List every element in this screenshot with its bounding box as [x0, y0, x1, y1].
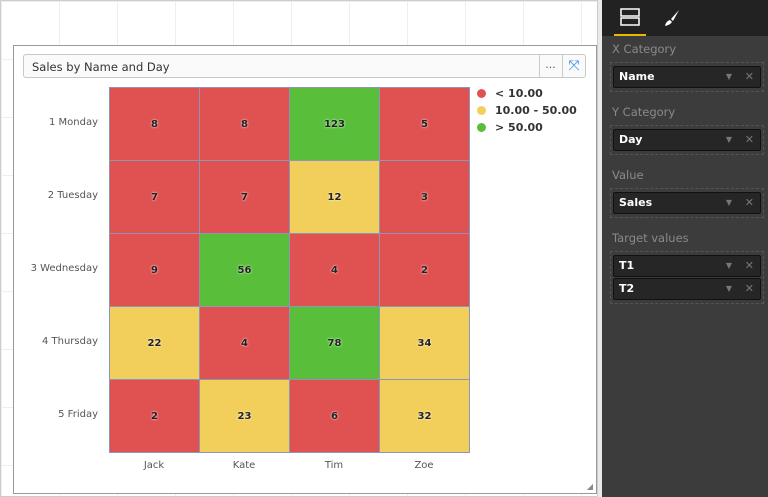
legend-item[interactable]: > 50.00	[477, 121, 543, 134]
field-name: Day	[619, 133, 643, 146]
section-label: Y Category	[612, 105, 676, 119]
section-label: Value	[612, 168, 644, 182]
fields-icon	[620, 8, 640, 26]
chevron-down-icon[interactable]: ▼	[725, 198, 732, 207]
x-axis-label: Kate	[232, 460, 256, 471]
heatmap-cell[interactable]: 8	[199, 87, 290, 161]
legend-dot-icon	[477, 89, 486, 98]
heatmap-cell[interactable]: 7	[199, 160, 290, 234]
drop-zone: Day ▼ ✕	[610, 125, 764, 155]
heatmap-cell[interactable]: 6	[289, 379, 380, 453]
y-axis-label: 5 Friday	[58, 408, 98, 420]
legend-dot-icon	[477, 123, 486, 132]
x-axis-label: Tim	[324, 460, 344, 471]
panel-tabs	[602, 0, 768, 36]
tab-format[interactable]	[656, 0, 688, 36]
close-icon[interactable]: ✕	[744, 196, 754, 209]
field-pill[interactable]: T2 ▼ ✕	[613, 278, 761, 300]
visual-title: Sales by Name and Day	[32, 60, 170, 74]
field-pill[interactable]: T1 ▼ ✕	[613, 255, 761, 277]
properties-panel: X Category Name ▼ ✕ Y Category Day ▼ ✕ Value Sale…	[598, 0, 768, 497]
heatmap-cell[interactable]: 32	[379, 379, 470, 453]
drop-zone: Name ▼ ✕	[610, 62, 764, 92]
x-axis-label: Zoe	[414, 460, 434, 471]
heatmap-cell[interactable]: 34	[379, 306, 470, 380]
field-name: T1	[619, 259, 635, 272]
x-axis-label: Jack	[143, 460, 165, 471]
legend-label: > 50.00	[495, 121, 543, 134]
heatmap-cell[interactable]: 12	[289, 160, 380, 234]
field-name: T2	[619, 282, 635, 295]
heatmap-cell[interactable]: 3	[379, 160, 470, 234]
legend-dot-icon	[477, 106, 486, 115]
heatmap-visual[interactable]: Sales by Name and Day ... ⤧ 1 Monday 2 Tu…	[13, 45, 597, 494]
legend-label: 10.00 - 50.00	[495, 104, 577, 117]
heatmap-cell[interactable]: 7	[109, 160, 200, 234]
drop-zone: Sales ▼ ✕	[610, 188, 764, 218]
y-axis-label: 4 Thursday	[41, 335, 98, 347]
chevron-down-icon[interactable]: ▼	[725, 261, 732, 270]
heatmap-cell[interactable]: 23	[199, 379, 290, 453]
chevron-down-icon[interactable]: ▼	[725, 284, 732, 293]
section-label: Target values	[612, 231, 689, 245]
heatmap-cell[interactable]: 2	[379, 233, 470, 307]
section-label: X Category	[612, 42, 677, 56]
more-options-button[interactable]: ...	[539, 55, 561, 77]
visual-title-bar: Sales by Name and Day ... ⤧	[23, 54, 586, 78]
field-name: Name	[619, 70, 655, 83]
close-icon[interactable]: ✕	[744, 259, 754, 272]
y-axis-label: 1 Monday	[48, 116, 98, 128]
heatmap-cell[interactable]: 4	[199, 306, 290, 380]
chevron-down-icon[interactable]: ▼	[725, 72, 732, 81]
legend-item[interactable]: 10.00 - 50.00	[477, 104, 577, 117]
y-axis-label: 3 Wednesday	[30, 262, 98, 274]
drop-zone: T1 ▼ ✕ T2 ▼ ✕	[610, 251, 764, 304]
canvas: Sales by Name and Day ... ⤧ 1 Monday 2 Tu…	[0, 0, 598, 497]
tab-fields[interactable]	[614, 0, 646, 36]
heatmap-cell[interactable]: 4	[289, 233, 380, 307]
chevron-down-icon[interactable]: ▼	[725, 135, 732, 144]
heatmap-cell[interactable]: 22	[109, 306, 200, 380]
heatmap-cell[interactable]: 5	[379, 87, 470, 161]
resize-handle-icon[interactable]: ◢	[586, 482, 593, 491]
y-axis-label: 2 Tuesday	[47, 189, 98, 201]
legend-item[interactable]: < 10.00	[477, 87, 543, 100]
heatmap-cell[interactable]: 8	[109, 87, 200, 161]
close-icon[interactable]: ✕	[744, 70, 754, 83]
field-pill[interactable]: Sales ▼ ✕	[613, 192, 761, 214]
field-pill[interactable]: Day ▼ ✕	[613, 129, 761, 151]
field-name: Sales	[619, 196, 653, 209]
heatmap-cell[interactable]: 78	[289, 306, 380, 380]
heatmap-cell[interactable]: 2	[109, 379, 200, 453]
legend-label: < 10.00	[495, 87, 543, 100]
heatmap-cell[interactable]: 123	[289, 87, 380, 161]
heatmap-cell[interactable]: 56	[199, 233, 290, 307]
close-icon[interactable]: ✕	[744, 282, 754, 295]
field-pill[interactable]: Name ▼ ✕	[613, 66, 761, 88]
close-icon[interactable]: ✕	[744, 133, 754, 146]
expand-icon[interactable]: ⤧	[562, 55, 585, 77]
heatmap-cell[interactable]: 9	[109, 233, 200, 307]
paintbrush-icon	[665, 10, 679, 26]
